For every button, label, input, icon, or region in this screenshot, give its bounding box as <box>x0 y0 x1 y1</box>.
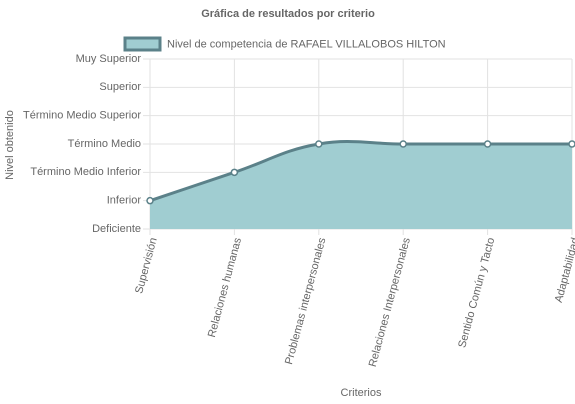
point <box>399 140 407 148</box>
chart-title: Gráfica de resultados por criterio <box>201 8 375 20</box>
y-axis-title: Nivel obtenido <box>4 110 16 180</box>
y-tick-label: Inferior <box>107 195 142 207</box>
y-tick-label: Término Medio Superior <box>23 110 141 122</box>
point <box>568 140 575 148</box>
y-tick-label: Superior <box>99 81 141 93</box>
x-tick-label: Relaciones humanas <box>206 236 244 339</box>
line <box>149 140 572 203</box>
legend-label: Nivel de competencia de RAFAEL VILLALOBO… <box>167 38 446 50</box>
point <box>230 168 239 177</box>
x-tick-label: Problemas interpersonales <box>283 236 329 366</box>
point <box>146 196 154 205</box>
legend-swatch <box>123 36 162 52</box>
point <box>483 140 492 148</box>
x-axis-title: Criterios <box>341 387 382 399</box>
point <box>315 140 323 148</box>
x-tick-label: Adaptabilidad <box>553 236 575 304</box>
y-tick-label: Término Medio Inferior <box>30 166 141 178</box>
y-tick-label: Deficiente <box>92 223 141 235</box>
x-tick-label: Sentido Común y Tacto <box>456 236 497 349</box>
x-tick-label: Supervisión <box>133 236 159 295</box>
area <box>150 141 572 229</box>
y-tick-label: Término Medio <box>68 138 141 150</box>
x-tick-label: Relaciones Interpersonales <box>367 236 413 368</box>
y-tick-label: Muy Superior <box>76 53 142 65</box>
